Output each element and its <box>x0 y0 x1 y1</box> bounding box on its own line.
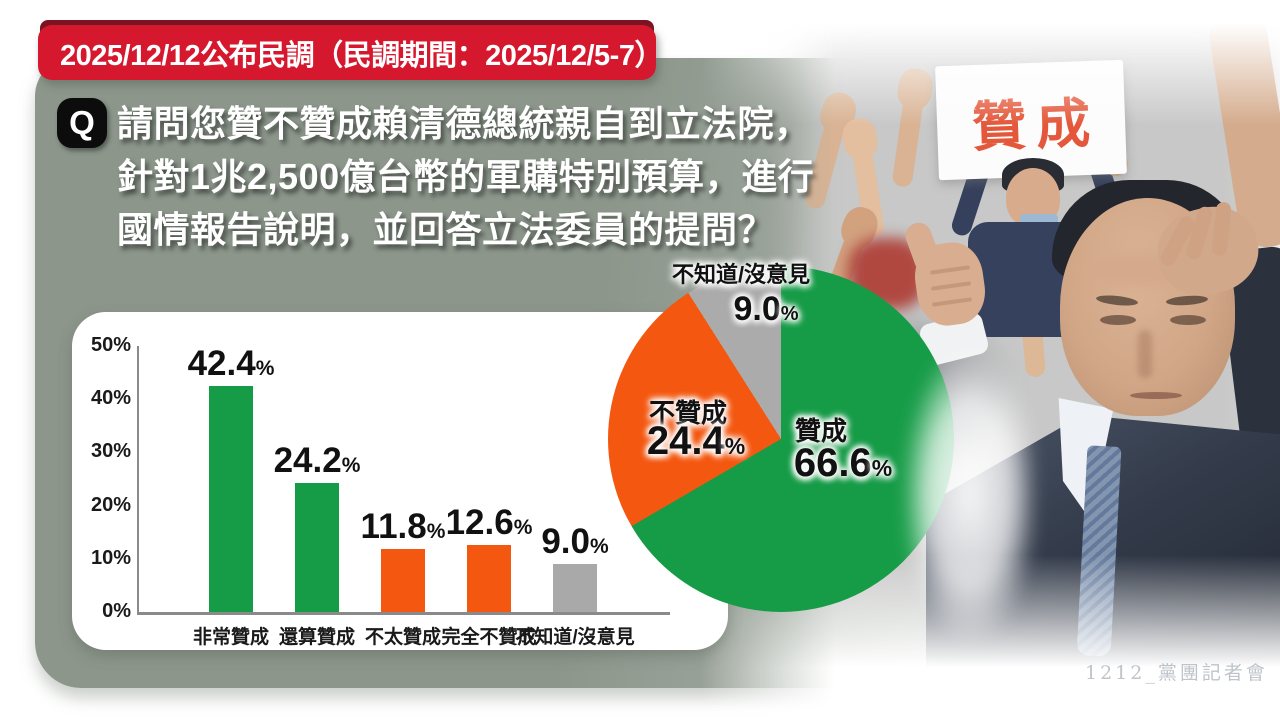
question-badge: Q <box>57 98 107 148</box>
watermark: 1212_黨團記者會 <box>1085 662 1268 684</box>
bar-category-label: 完全不贊成 <box>441 627 537 648</box>
pie-circle <box>608 266 954 612</box>
bar-category-label: 非常贊成 <box>192 627 269 648</box>
president-nose <box>1138 330 1152 378</box>
question-line: 國情報告說明，並回答立法委員的提問？ <box>117 209 775 250</box>
y-axis-tick: 30% <box>90 440 131 463</box>
bar-category-label: 不太贊成 <box>364 627 441 648</box>
photo-top-fade <box>700 0 1280 125</box>
bar-category-label: 不知道/沒意見 <box>515 627 635 648</box>
pie-value-unknown: 9.0% <box>733 290 799 328</box>
president-eye <box>1170 315 1206 325</box>
question-line: 請問您贊不贊成賴清德總統親自到立法院， <box>117 103 811 144</box>
pie-label-against: 不贊成 <box>648 398 728 428</box>
y-axis-tick: 10% <box>90 546 131 569</box>
date-banner: 2025/12/12公布民調（民調期間：2025/12/5-7） <box>38 25 663 80</box>
pie-label-unknown: 不知道/沒意見 <box>671 262 811 287</box>
bar-value-label: 24.2% <box>273 441 361 481</box>
pie-value-approve: 66.6% <box>793 441 893 485</box>
y-axis-tick: 0% <box>102 600 131 622</box>
bar <box>381 549 425 612</box>
y-axis-tick: 40% <box>90 387 131 410</box>
date-banner-text: 2025/12/12公布民調（民調期間：2025/12/5-7） <box>60 39 663 72</box>
bar-category-label: 還算贊成 <box>278 627 355 648</box>
president-mouth <box>1130 392 1182 399</box>
bar-value-label: 42.4% <box>187 344 275 384</box>
pie-label-approve: 贊成 <box>794 416 848 446</box>
y-axis-tick: 20% <box>90 493 131 516</box>
y-axis-tick: 50% <box>90 334 131 356</box>
bar-value-label: 9.0% <box>541 522 609 562</box>
pie-value-against: 24.4% <box>646 419 746 463</box>
bar <box>295 483 339 612</box>
question-line: 針對1兆2,500億台幣的軍購特別預算，進行 <box>117 156 815 197</box>
question-text: 請問您贊不贊成賴清德總統親自到立法院， 針對1兆2,500億台幣的軍購特別預算，… <box>117 97 817 256</box>
pie-chart <box>608 266 954 612</box>
bar <box>209 386 253 612</box>
bar-value-label: 12.6% <box>445 502 533 542</box>
bar <box>467 544 511 612</box>
bar-value-label: 11.8% <box>360 507 446 547</box>
president-eye <box>1100 315 1136 325</box>
bar <box>553 564 597 612</box>
bar-plot: 50% 40% 30% 20% 10% 0% 42.4% 非常贊成 24.2% 還算贊成 11.8%… <box>91 334 670 648</box>
